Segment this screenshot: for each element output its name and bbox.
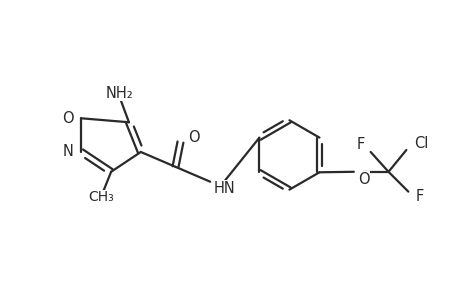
Text: N: N bbox=[62, 145, 73, 160]
Text: CH₃: CH₃ bbox=[88, 190, 114, 205]
Text: Cl: Cl bbox=[414, 136, 428, 151]
Text: O: O bbox=[188, 130, 200, 145]
Text: NH₂: NH₂ bbox=[105, 85, 133, 100]
Text: HN: HN bbox=[213, 181, 235, 196]
Text: F: F bbox=[414, 189, 423, 204]
Text: F: F bbox=[356, 136, 364, 152]
Text: O: O bbox=[357, 172, 369, 187]
Text: O: O bbox=[62, 111, 73, 126]
